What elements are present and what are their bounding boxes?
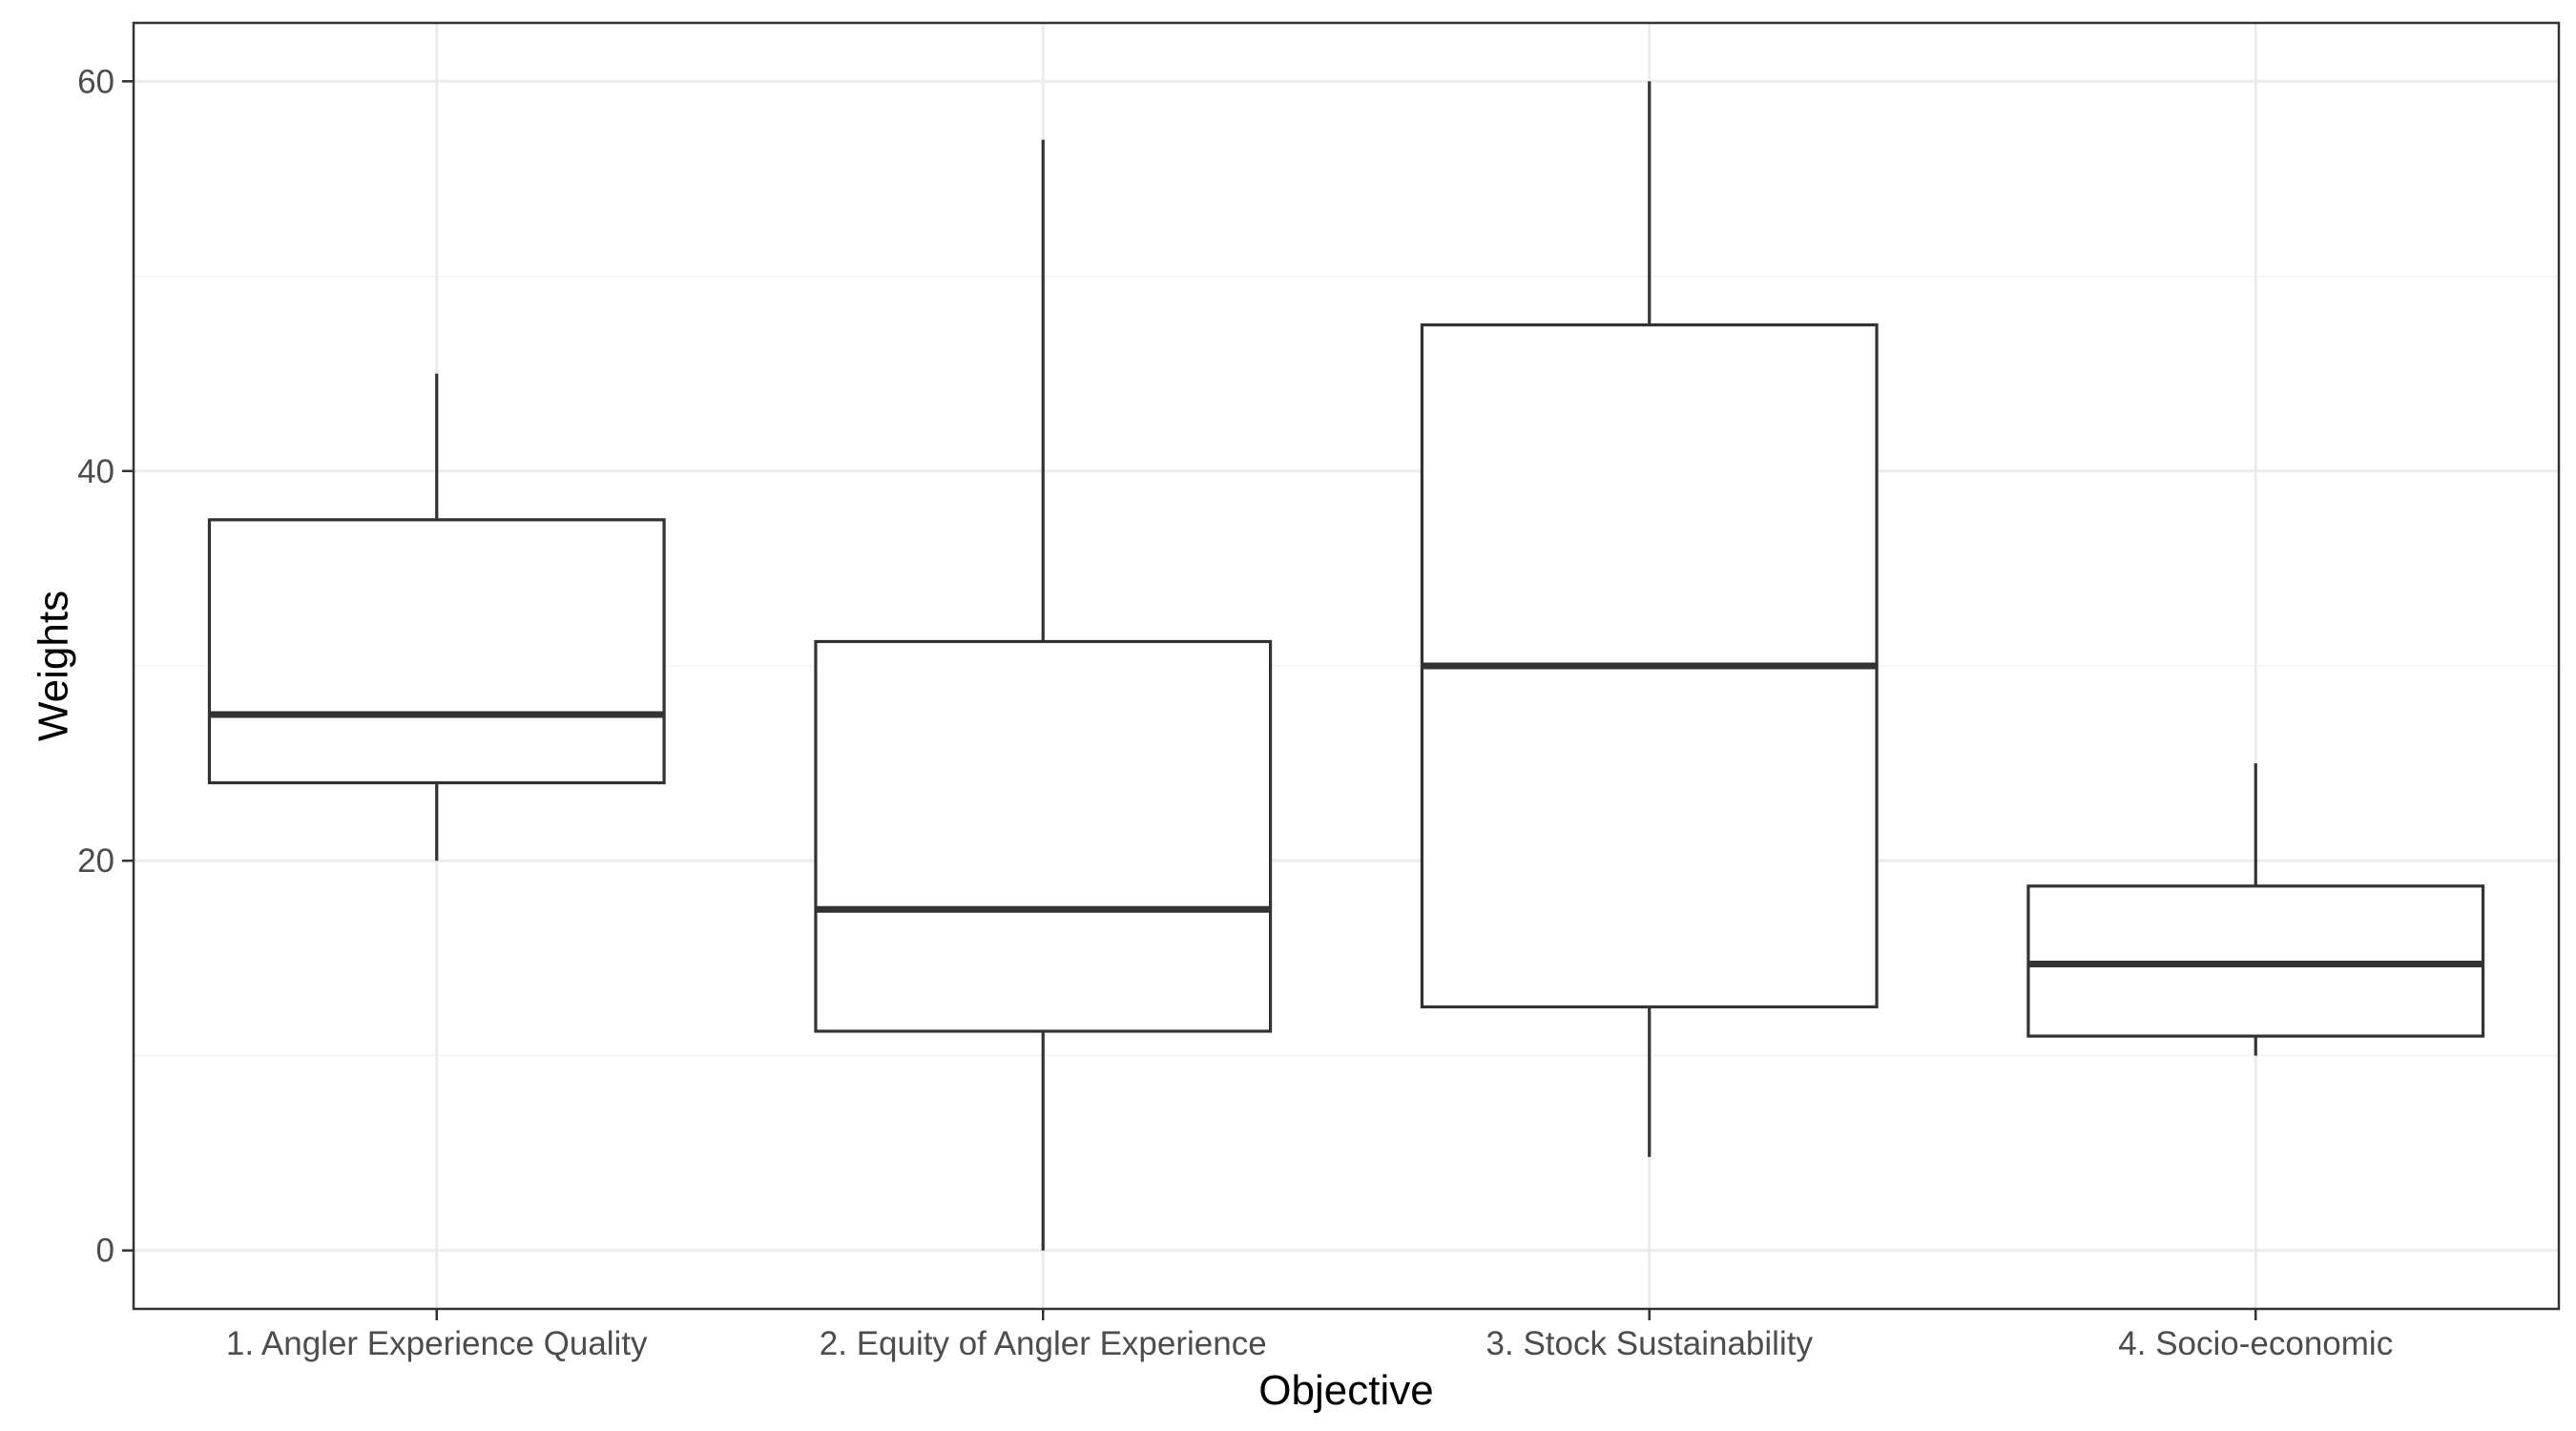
x-axis-title: Objective [1258, 1367, 1433, 1414]
interquartile-box [207, 518, 666, 785]
box-3 [1420, 81, 1879, 1157]
y-axis: 0 20 40 60 [77, 63, 134, 1270]
x-axis: 1. Angler Experience Quality 2. Equity of… [226, 1309, 2393, 1362]
box-4 [2026, 763, 2485, 1056]
y-tick-label: 20 [77, 842, 114, 880]
x-tick-label: 2. Equity of Angler Experience [820, 1325, 1267, 1362]
y-axis-title: Weights [30, 591, 76, 741]
plot-panel-border [132, 21, 2561, 1311]
x-tick-label: 3. Stock Sustainability [1486, 1325, 1814, 1362]
x-tick-label: 4. Socio-economic [2118, 1325, 2393, 1362]
x-tick-label: 1. Angler Experience Quality [226, 1325, 648, 1362]
box-1 [207, 373, 666, 861]
interquartile-box [814, 639, 1273, 1033]
y-tick-label: 40 [77, 453, 114, 490]
box-series [207, 81, 2485, 1251]
y-tick-label: 60 [77, 63, 114, 100]
box-2 [814, 139, 1273, 1251]
y-tick-label: 0 [96, 1233, 114, 1270]
